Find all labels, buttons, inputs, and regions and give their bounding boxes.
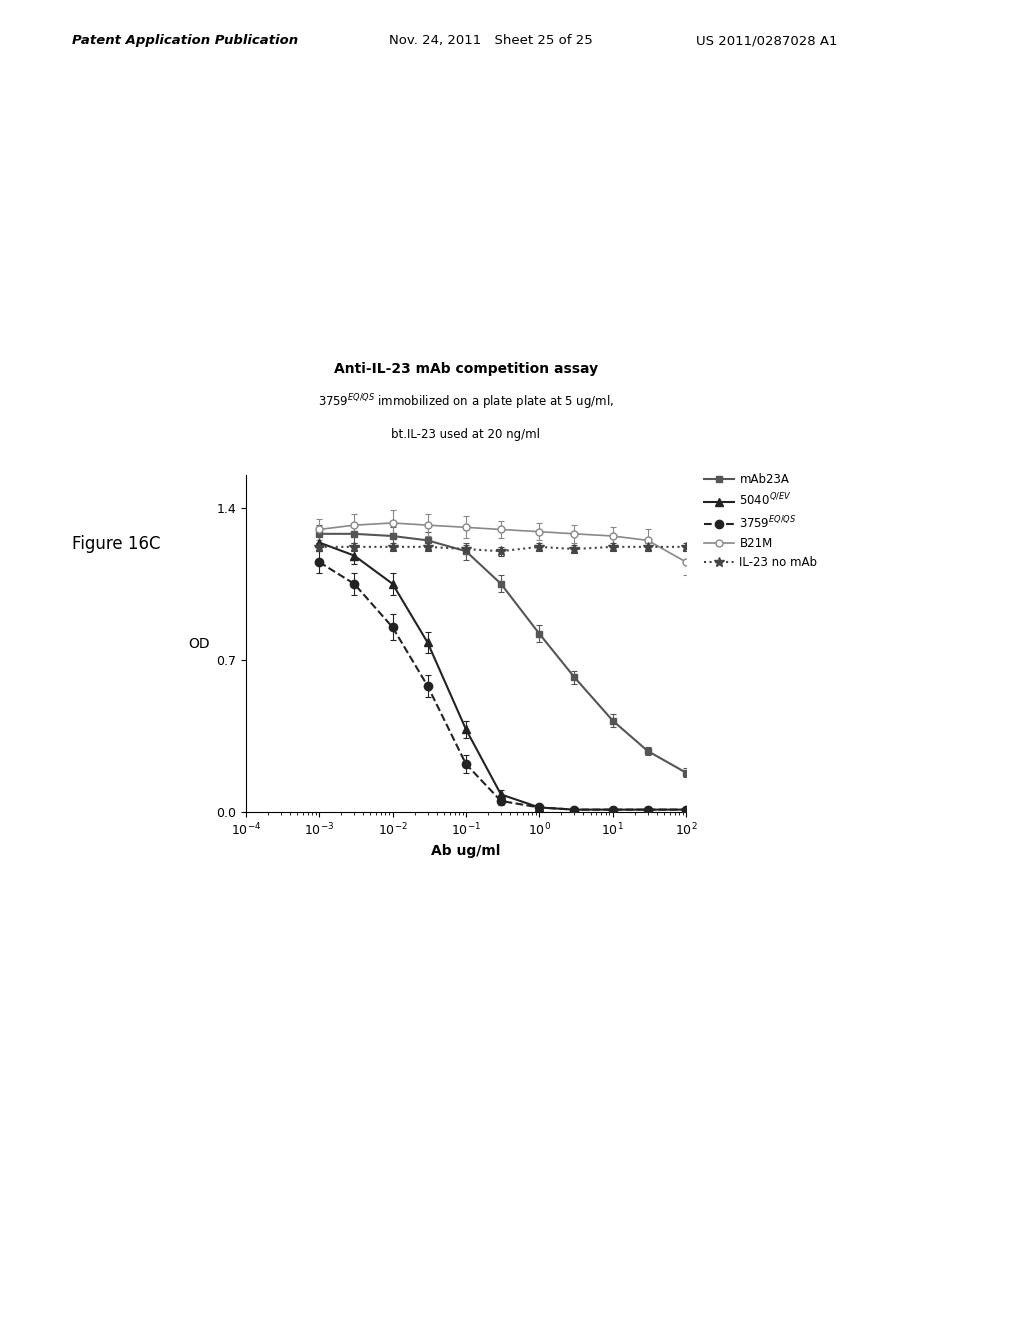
- Text: US 2011/0287028 A1: US 2011/0287028 A1: [696, 34, 838, 48]
- Text: Patent Application Publication: Patent Application Publication: [72, 34, 298, 48]
- Text: Anti-IL-23 mAb competition assay: Anti-IL-23 mAb competition assay: [334, 362, 598, 376]
- Text: bt.IL-23 used at 20 ng/ml: bt.IL-23 used at 20 ng/ml: [391, 428, 541, 441]
- Y-axis label: OD: OD: [188, 636, 210, 651]
- Text: 3759$^{EQ/QS}$ immobilized on a plate plate at 5 ug/ml,: 3759$^{EQ/QS}$ immobilized on a plate pl…: [317, 392, 614, 412]
- Legend: mAb23A, 5040$^{Q/EV}$, 3759$^{EQ/QS}$, B21M, IL-23 no mAb: mAb23A, 5040$^{Q/EV}$, 3759$^{EQ/QS}$, B…: [699, 469, 822, 574]
- X-axis label: Ab ug/ml: Ab ug/ml: [431, 843, 501, 858]
- Text: Nov. 24, 2011 Sheet 25 of 25: Nov. 24, 2011 Sheet 25 of 25: [389, 34, 593, 48]
- Text: Figure 16C: Figure 16C: [72, 535, 160, 553]
